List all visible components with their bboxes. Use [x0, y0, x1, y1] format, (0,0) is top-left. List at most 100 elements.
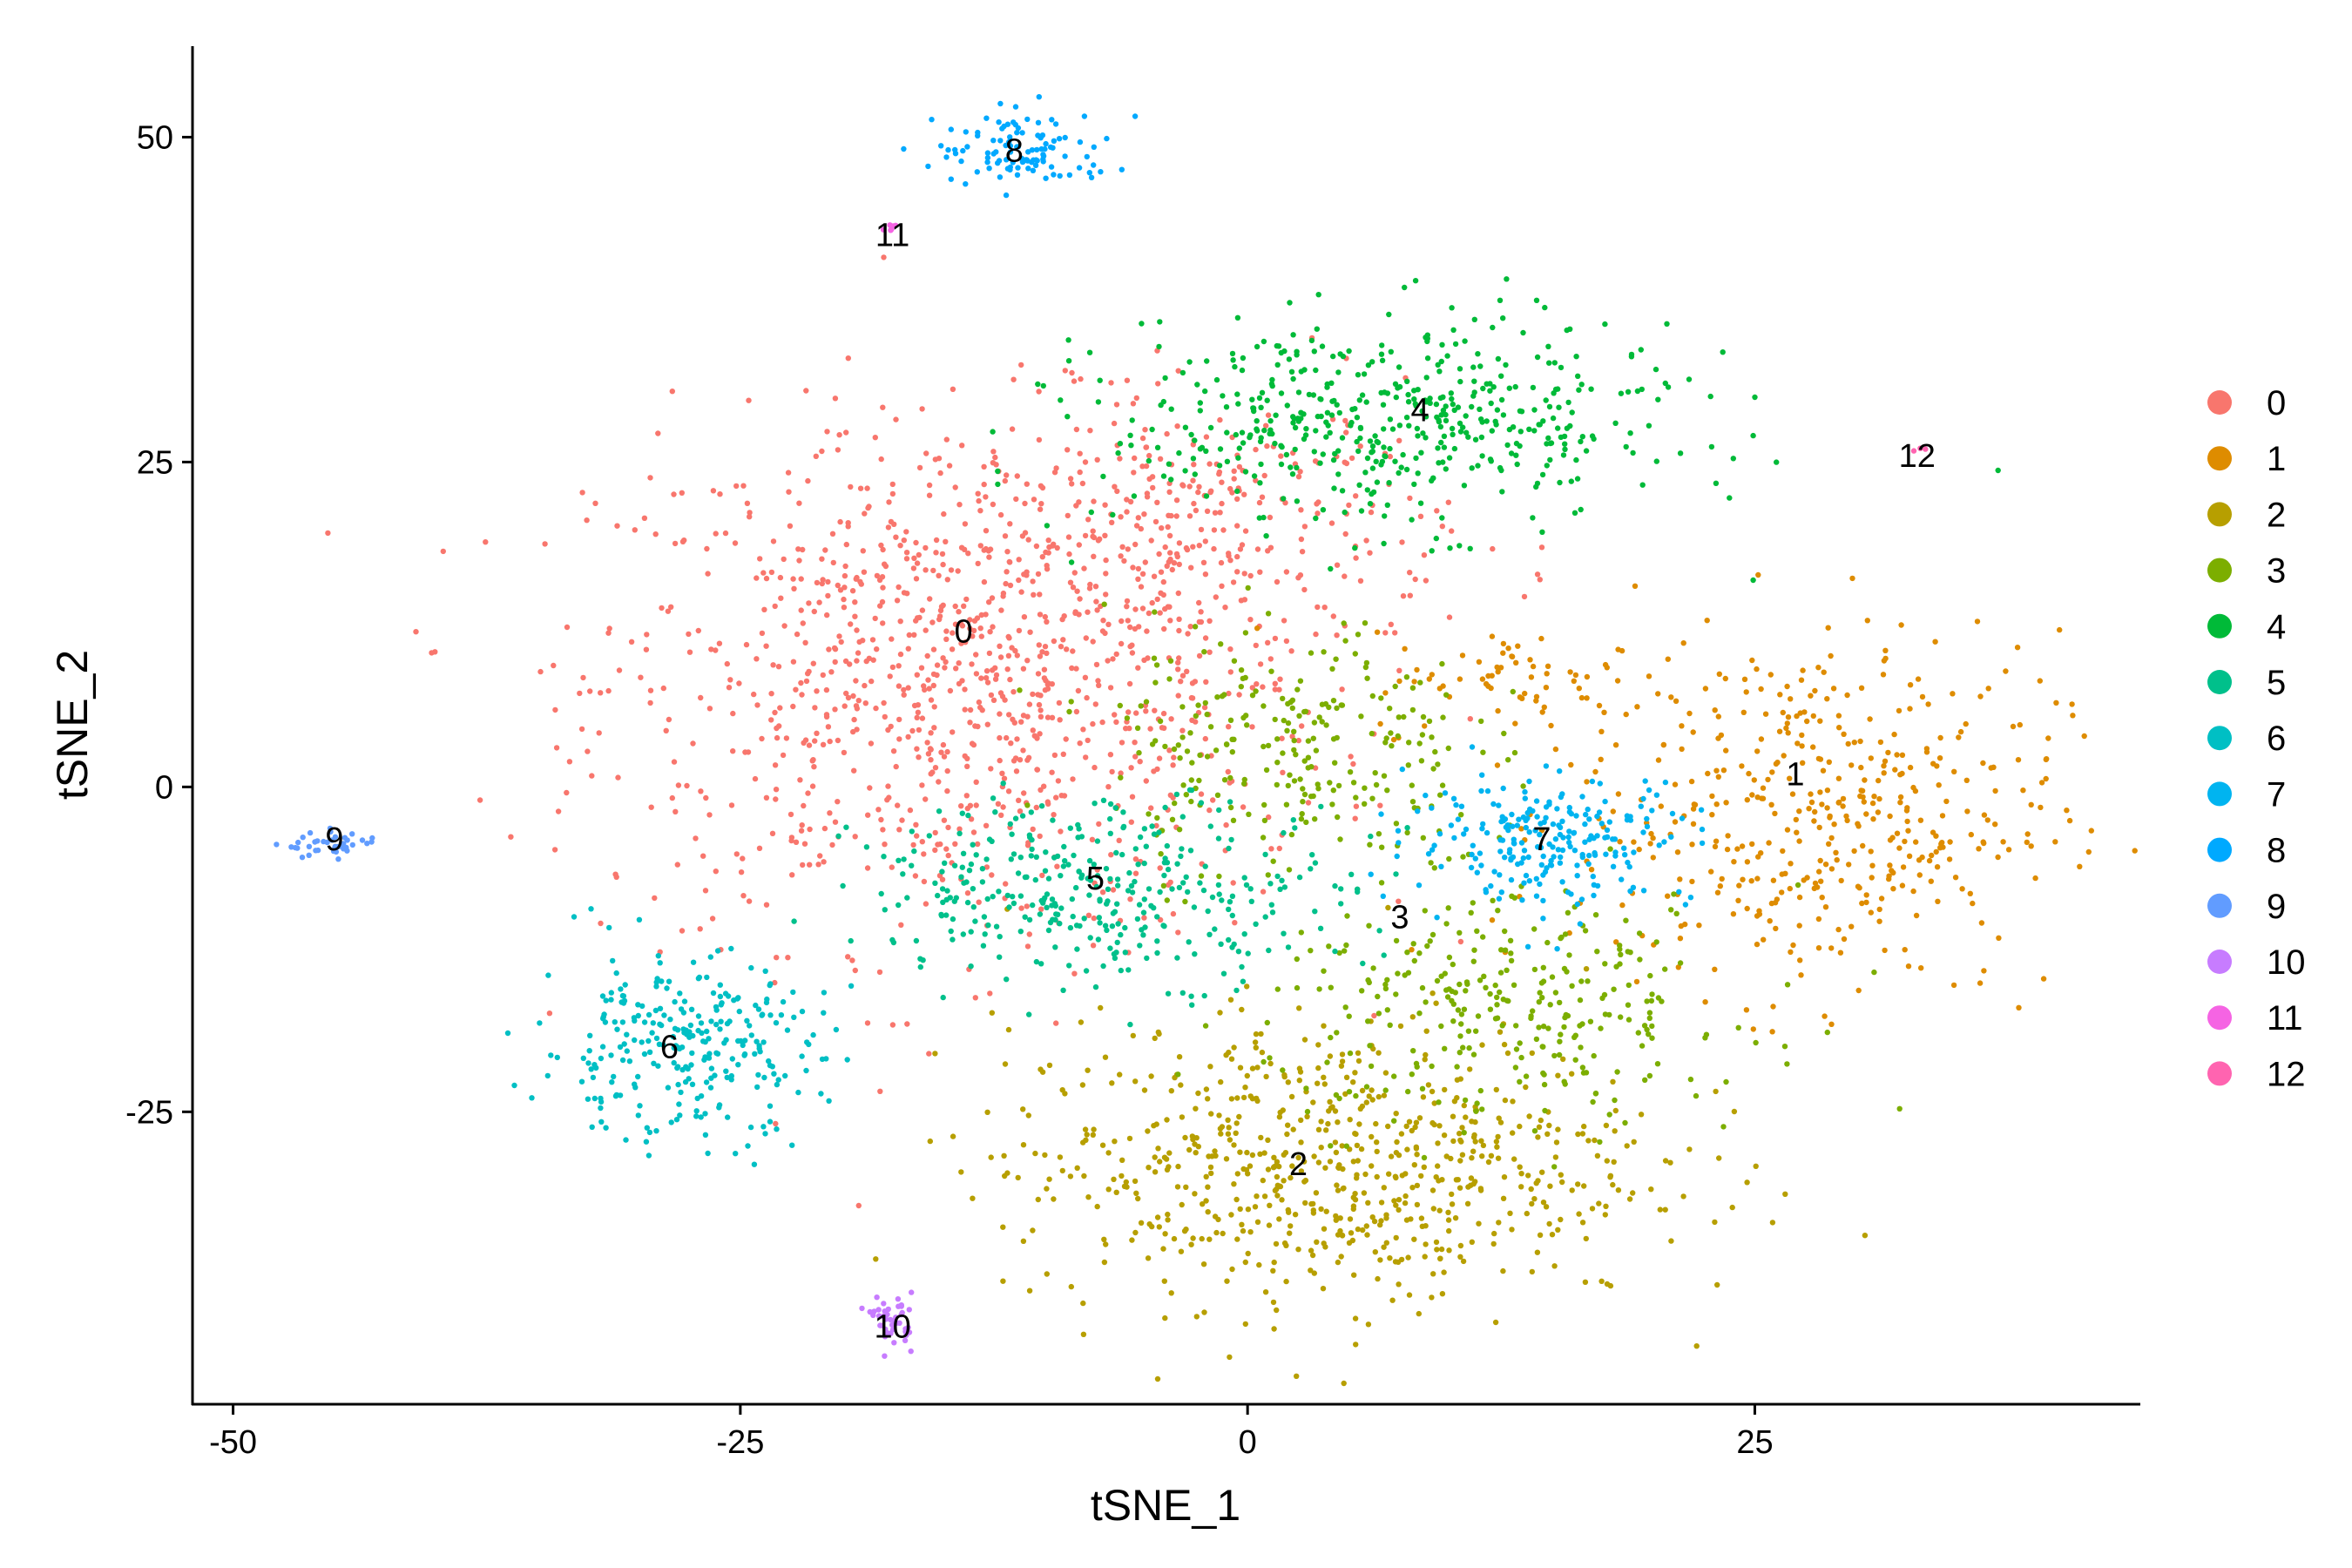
data-point	[852, 613, 858, 619]
data-point	[1042, 1152, 1048, 1159]
data-point	[1179, 734, 1186, 740]
data-point	[713, 647, 719, 653]
data-point	[1052, 944, 1058, 950]
data-point	[1176, 449, 1182, 456]
data-point	[1010, 376, 1017, 382]
data-point	[1765, 776, 1771, 783]
data-point	[359, 837, 366, 843]
data-point	[1160, 578, 1167, 585]
data-point	[1368, 871, 1374, 877]
data-point	[1149, 741, 1156, 747]
data-point	[1069, 896, 1076, 902]
data-point	[995, 468, 1001, 475]
data-point	[992, 454, 998, 461]
data-point	[1201, 1309, 1207, 1315]
data-point	[1124, 377, 1131, 383]
data-point	[1178, 1082, 1184, 1088]
data-point	[1211, 527, 1218, 533]
data-point	[1638, 803, 1645, 809]
data-point	[939, 868, 945, 875]
data-point	[1679, 723, 1685, 729]
data-point	[1707, 393, 1713, 400]
data-point	[979, 866, 986, 872]
data-point	[936, 616, 943, 623]
data-point	[1474, 928, 1480, 935]
series-1-points	[1254, 571, 2138, 1035]
data-point	[616, 667, 623, 673]
data-point	[1103, 591, 1109, 598]
data-point	[1717, 883, 1724, 889]
data-point	[707, 1085, 714, 1091]
data-point	[1274, 781, 1281, 788]
data-point	[1762, 711, 1769, 717]
data-point	[1555, 1072, 1561, 1078]
data-point	[1566, 808, 1573, 815]
data-point	[919, 839, 926, 845]
data-point	[1082, 532, 1089, 539]
data-point	[672, 1025, 679, 1032]
data-point	[798, 607, 804, 613]
data-point	[1443, 411, 1449, 418]
data-point	[1781, 753, 1787, 759]
data-point	[1179, 990, 1186, 997]
data-point	[1074, 946, 1080, 952]
data-point	[1470, 1148, 1477, 1154]
data-point	[898, 1302, 905, 1308]
data-point	[1178, 679, 1184, 685]
data-point	[1454, 1064, 1460, 1070]
data-point	[1294, 686, 1301, 693]
data-point	[1051, 752, 1058, 759]
data-point	[1422, 723, 1428, 729]
data-point	[1863, 892, 1869, 898]
data-point	[889, 490, 896, 497]
data-point	[1107, 945, 1113, 951]
data-point	[672, 998, 678, 1005]
data-point	[1904, 818, 1910, 825]
data-point	[1891, 731, 1897, 738]
data-point	[943, 636, 950, 642]
data-point	[1770, 1004, 1776, 1010]
data-point	[948, 567, 955, 573]
data-point	[862, 510, 868, 517]
data-point	[984, 679, 991, 686]
data-point	[1389, 743, 1395, 749]
data-point	[1261, 1150, 1267, 1156]
data-point	[1360, 960, 1366, 967]
data-point	[1557, 768, 1563, 774]
data-point	[1967, 890, 1973, 896]
data-point	[1696, 923, 1702, 929]
data-point	[930, 567, 936, 574]
data-point	[1471, 1132, 1477, 1139]
data-point	[1579, 434, 1586, 440]
data-point	[1357, 424, 1364, 431]
data-point	[1416, 740, 1423, 747]
data-point	[1037, 911, 1044, 917]
data-point	[1604, 1158, 1611, 1164]
data-point	[702, 1111, 708, 1117]
data-point	[1381, 773, 1388, 779]
data-point	[1575, 1131, 1581, 1138]
data-point	[1628, 351, 1635, 358]
data-point	[1226, 936, 1232, 943]
data-point	[1468, 1175, 1475, 1181]
data-point	[1565, 399, 1571, 406]
data-point	[1518, 860, 1524, 866]
data-point	[1256, 395, 1263, 402]
data-point	[1459, 1125, 1465, 1131]
data-point	[1442, 1045, 1448, 1052]
data-point	[1357, 435, 1363, 442]
data-point	[1213, 1152, 1219, 1159]
data-point	[1058, 397, 1064, 403]
data-point	[1328, 1143, 1334, 1149]
data-point	[1561, 433, 1568, 440]
data-point	[1049, 896, 1056, 902]
data-point	[325, 530, 331, 537]
data-point	[1192, 624, 1199, 630]
data-point	[1413, 402, 1419, 409]
data-point	[1016, 627, 1023, 634]
data-point	[584, 517, 590, 524]
data-point	[963, 181, 969, 187]
data-point	[1539, 471, 1546, 478]
data-point	[1108, 852, 1114, 858]
data-point	[1146, 457, 1152, 464]
